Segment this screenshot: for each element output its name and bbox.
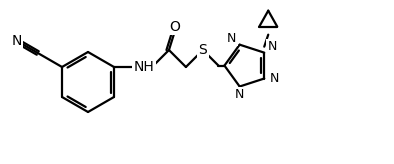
Text: N: N: [235, 88, 244, 101]
Text: S: S: [199, 43, 207, 57]
Text: N: N: [268, 40, 277, 53]
Text: O: O: [169, 20, 180, 34]
Text: NH: NH: [134, 60, 154, 74]
Text: N: N: [227, 32, 236, 45]
Text: N: N: [11, 34, 22, 48]
Text: N: N: [269, 72, 279, 85]
